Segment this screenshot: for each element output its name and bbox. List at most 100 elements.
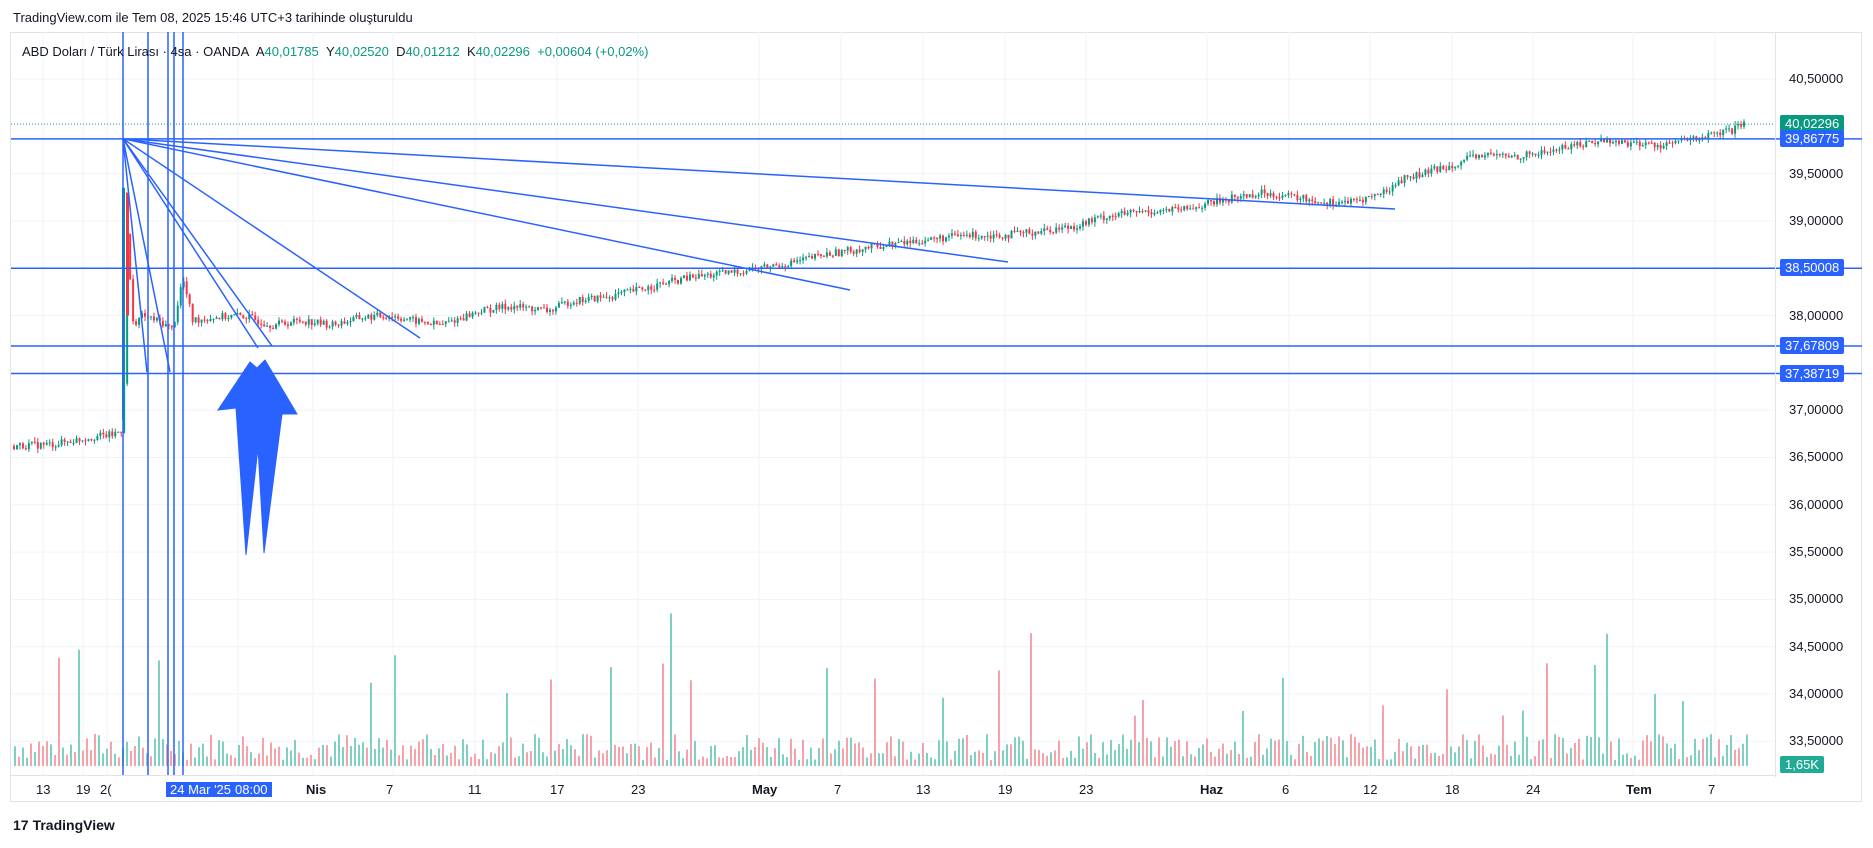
volume-bar	[1686, 757, 1688, 766]
volume-bar	[1462, 734, 1464, 766]
candle-body	[304, 321, 307, 325]
volume-bar	[634, 743, 636, 766]
candle-body	[1084, 221, 1087, 225]
candle-body	[1528, 151, 1531, 154]
candle-body	[763, 264, 766, 267]
price-axis[interactable]: 40,50000 39,50000 39,00000 38,00000 37,00000…	[1775, 32, 1863, 777]
candle-body	[1311, 199, 1314, 202]
candle-body	[1266, 193, 1269, 196]
candle-body	[191, 303, 194, 323]
candle-body	[242, 315, 245, 319]
candle-body	[1263, 189, 1266, 194]
volume-bar	[930, 757, 932, 766]
candle-body	[1120, 211, 1123, 214]
candle-body	[1055, 227, 1058, 233]
candle-body	[1314, 201, 1317, 204]
candle-body	[712, 275, 715, 278]
candle-body	[879, 246, 882, 249]
candle-body	[876, 244, 879, 247]
tradingview-logo[interactable]: 17 TradingView	[13, 817, 115, 833]
candle-body	[200, 319, 203, 323]
candle-body	[468, 313, 471, 317]
candle-body	[1192, 208, 1195, 210]
candle-body	[882, 247, 885, 249]
volume-bar	[906, 759, 908, 766]
volume-bar	[1222, 743, 1224, 766]
candle-body	[1168, 208, 1171, 212]
volume-bar	[138, 736, 140, 766]
price-axis-tick: 39,00000	[1789, 212, 1844, 228]
volume-bar	[658, 747, 660, 766]
candle-body	[1275, 197, 1278, 199]
candle-body	[805, 257, 808, 259]
volume-bar	[82, 750, 84, 766]
candle-body	[1061, 227, 1064, 230]
chart-frame[interactable]	[10, 32, 1862, 802]
candle-body	[27, 443, 30, 450]
volume-bar	[1542, 739, 1544, 766]
volume-bar	[1034, 749, 1036, 766]
volume-bar	[822, 738, 824, 766]
volume-bar	[142, 747, 144, 766]
volume-bar	[630, 744, 632, 766]
volume-bar	[334, 741, 336, 766]
candle-body	[1064, 225, 1067, 228]
volume-bar	[1402, 751, 1404, 766]
volume-bar	[890, 736, 892, 766]
candle-body	[1519, 158, 1522, 160]
volume-bar	[1466, 740, 1468, 766]
volume-bar	[1106, 754, 1108, 766]
volume-bar	[1370, 746, 1372, 766]
tradingview-logo-icon: 17	[13, 817, 29, 833]
candle-body	[1626, 142, 1629, 147]
volume-bar	[582, 734, 584, 766]
candle-body	[1707, 133, 1710, 139]
volume-bar	[806, 759, 808, 766]
time-axis-tick: Tem	[1626, 782, 1652, 797]
volume-bar	[482, 739, 484, 766]
volume-bar	[490, 752, 492, 766]
candle-body	[212, 319, 215, 321]
candle-body	[1037, 231, 1040, 234]
candle-body	[1516, 155, 1519, 160]
volume-bar	[1662, 736, 1664, 766]
volume-bar	[1722, 755, 1724, 766]
volume-bar	[1626, 753, 1628, 766]
candle-body	[84, 440, 87, 442]
volume-tag: 1,65K	[1780, 756, 1824, 773]
volume-bar	[402, 745, 404, 766]
candle-body	[921, 243, 924, 245]
candle-body	[1594, 142, 1597, 145]
volume-bar	[1566, 753, 1568, 766]
candle-body	[721, 270, 724, 272]
candle-body	[665, 283, 668, 285]
candle-body	[575, 302, 578, 304]
candle-body	[48, 442, 51, 444]
symbol-name[interactable]: ABD Doları / Türk Lirası · 4sa · OANDA	[22, 44, 249, 59]
candle-body	[69, 441, 72, 443]
volume-bar	[1714, 757, 1716, 766]
candle-body	[802, 257, 805, 261]
candle-body	[694, 277, 697, 279]
candle-body	[1424, 169, 1427, 175]
candle-body	[60, 439, 63, 445]
volume-bar	[1530, 759, 1532, 766]
volume-bar	[1610, 741, 1612, 766]
volume-bar	[114, 753, 116, 766]
volume-bar	[250, 752, 252, 766]
time-axis[interactable]: 13 19 2(24 Mar '25 08:00 Nis 7 11 17 23 May 7 13 19 2…	[10, 775, 1775, 803]
volume-bar	[178, 740, 180, 766]
candle-body	[78, 438, 81, 442]
volume-bar	[222, 741, 224, 766]
price-axis-tick: 34,00000	[1789, 686, 1844, 701]
candle-body	[674, 277, 677, 280]
volume-bar	[1486, 757, 1488, 766]
time-axis-tick: 13	[916, 782, 931, 797]
candle-body	[793, 260, 796, 263]
volume-bar	[1054, 750, 1056, 766]
candle-body	[313, 323, 316, 325]
candle-body	[1052, 232, 1055, 234]
candle-body	[1463, 159, 1466, 162]
candle-body	[1614, 140, 1617, 143]
